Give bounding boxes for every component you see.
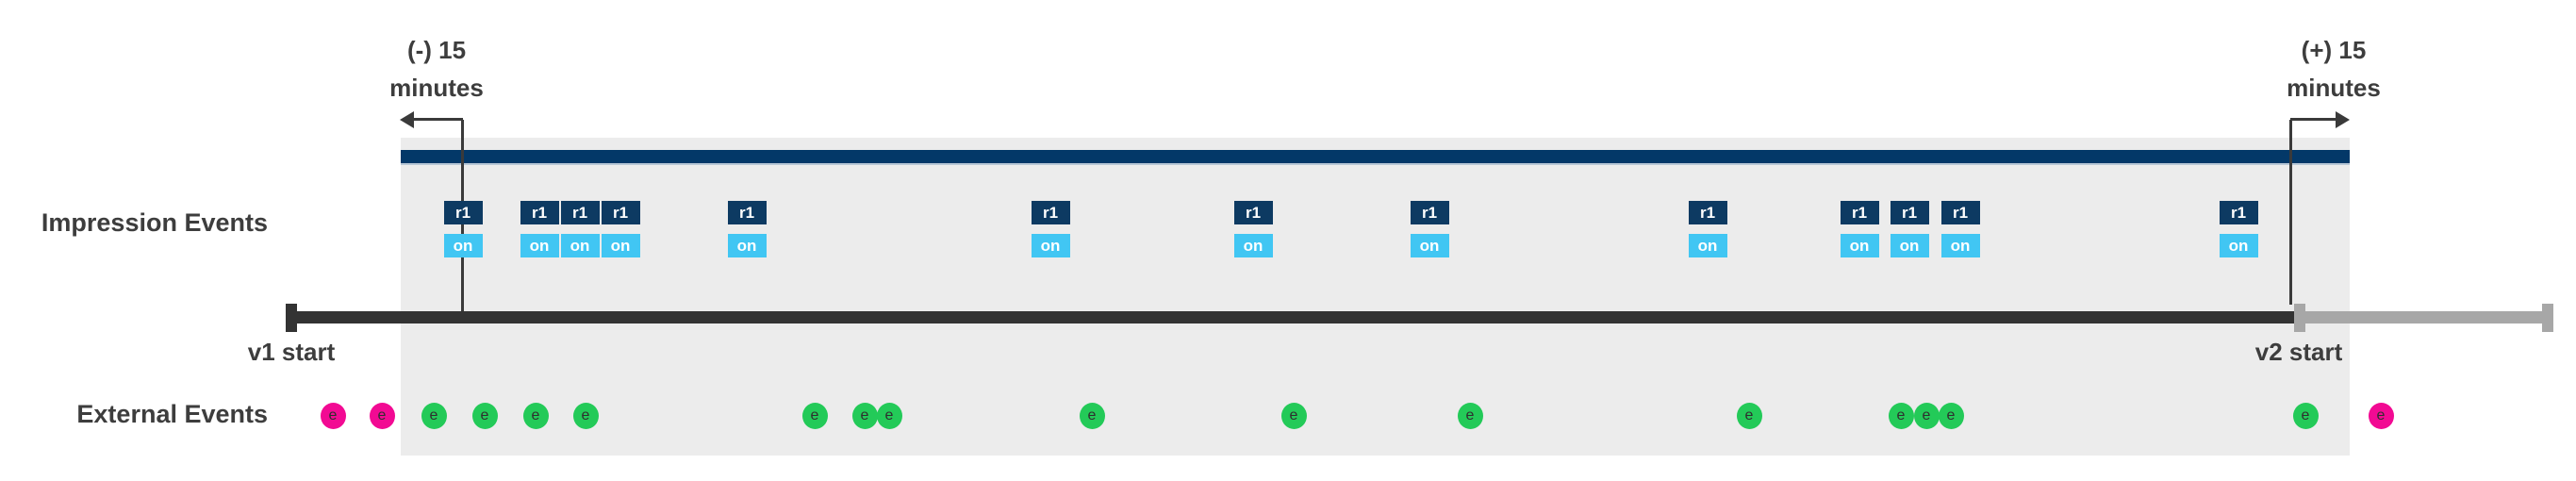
impression-event-column: r1 on bbox=[1233, 201, 1273, 257]
impression-event-column: r1 on bbox=[560, 201, 600, 257]
external-event-dot-pink: e bbox=[369, 403, 395, 429]
impression-events-label: Impression Events bbox=[41, 208, 268, 237]
external-event-dot-pink: e bbox=[2368, 403, 2394, 429]
external-event-dot-green: e bbox=[2292, 403, 2319, 429]
external-event-dot-green: e bbox=[522, 403, 549, 429]
minus-15-label: (-) 15 minutes bbox=[342, 31, 531, 107]
impression-on-box: on bbox=[1031, 234, 1070, 257]
plus-15-arrow-shaft bbox=[2290, 118, 2337, 121]
impression-r1-box: r1 bbox=[1410, 201, 1449, 224]
impression-event-column: r1 on bbox=[2219, 201, 2258, 257]
timeline-end-cap bbox=[2542, 304, 2553, 332]
impression-on-box: on bbox=[2219, 234, 2258, 257]
plus-15-label-line2: minutes bbox=[2287, 74, 2381, 102]
external-event-dot-green: e bbox=[1888, 403, 1914, 429]
external-event-dot-green: e bbox=[851, 403, 878, 429]
impression-event-column: r1 on bbox=[601, 201, 640, 257]
external-event-dot-green: e bbox=[876, 403, 902, 429]
external-event-dot-green: e bbox=[572, 403, 599, 429]
impression-event-column: r1 on bbox=[520, 201, 559, 257]
impression-event-column: r1 on bbox=[1940, 201, 1980, 257]
impression-event-column: r1 on bbox=[1890, 201, 1929, 257]
impression-on-box: on bbox=[1410, 234, 1449, 257]
impression-r1-box: r1 bbox=[1031, 201, 1070, 224]
external-event-dot-green: e bbox=[1457, 403, 1483, 429]
impression-on-box: on bbox=[520, 234, 559, 257]
external-event-dot-green: e bbox=[421, 403, 447, 429]
external-events-label: External Events bbox=[76, 400, 268, 428]
arrow-right-icon bbox=[2336, 111, 2350, 128]
impression-r1-box: r1 bbox=[560, 201, 600, 224]
v2-start-cap bbox=[2294, 304, 2305, 332]
impression-on-box: on bbox=[601, 234, 640, 257]
impression-r1-box: r1 bbox=[1688, 201, 1727, 224]
external-event-dot-pink: e bbox=[320, 403, 346, 429]
impression-on-box: on bbox=[1688, 234, 1727, 257]
minus-15-label-line2: minutes bbox=[389, 74, 484, 102]
external-event-dot-green: e bbox=[1913, 403, 1940, 429]
external-event-dot-green: e bbox=[1736, 403, 1762, 429]
impression-r1-box: r1 bbox=[1890, 201, 1929, 224]
plus-15-label-line1: (+) 15 bbox=[2301, 36, 2367, 64]
arrow-left-icon bbox=[400, 111, 414, 128]
timeline-v2-segment bbox=[2294, 311, 2553, 323]
impression-on-box: on bbox=[560, 234, 600, 257]
impression-on-box: on bbox=[727, 234, 767, 257]
v2-start-label: v2 start bbox=[2254, 338, 2343, 366]
impression-event-column: r1 on bbox=[1688, 201, 1727, 257]
impression-event-column: r1 on bbox=[1410, 201, 1449, 257]
minus-15-arrow-shaft bbox=[407, 118, 463, 121]
impression-r1-box: r1 bbox=[727, 201, 767, 224]
impression-r1-box: r1 bbox=[601, 201, 640, 224]
impression-r1-box: r1 bbox=[1940, 201, 1980, 224]
minus-15-label-line1: (-) 15 bbox=[406, 36, 467, 64]
plus-15-label: (+) 15 minutes bbox=[2239, 31, 2428, 107]
impression-on-box: on bbox=[443, 234, 483, 257]
external-event-dot-green: e bbox=[471, 403, 498, 429]
impression-on-box: on bbox=[1233, 234, 1273, 257]
impression-event-column: r1 on bbox=[727, 201, 767, 257]
impression-on-box: on bbox=[1940, 234, 1980, 257]
impression-on-box: on bbox=[1890, 234, 1929, 257]
impression-r1-box: r1 bbox=[1233, 201, 1273, 224]
impression-r1-box: r1 bbox=[1840, 201, 1879, 224]
impression-event-column: r1 on bbox=[443, 201, 483, 257]
impression-r1-box: r1 bbox=[443, 201, 483, 224]
impression-r1-box: r1 bbox=[2219, 201, 2258, 224]
impression-on-box: on bbox=[1840, 234, 1879, 257]
session-duration-bar bbox=[401, 150, 2350, 165]
v1-start-cap bbox=[286, 304, 297, 332]
plus-15-marker-line bbox=[2289, 120, 2292, 305]
impression-event-column: r1 on bbox=[1840, 201, 1879, 257]
session-window-panel bbox=[401, 138, 2350, 456]
external-event-dot-green: e bbox=[801, 403, 828, 429]
impression-r1-box: r1 bbox=[520, 201, 559, 224]
external-event-dot-green: e bbox=[1079, 403, 1105, 429]
timeline-v1-segment bbox=[286, 311, 2294, 323]
external-event-dot-green: e bbox=[1938, 403, 1964, 429]
external-event-dot-green: e bbox=[1280, 403, 1307, 429]
v1-start-label: v1 start bbox=[247, 338, 336, 366]
impression-event-column: r1 on bbox=[1031, 201, 1070, 257]
